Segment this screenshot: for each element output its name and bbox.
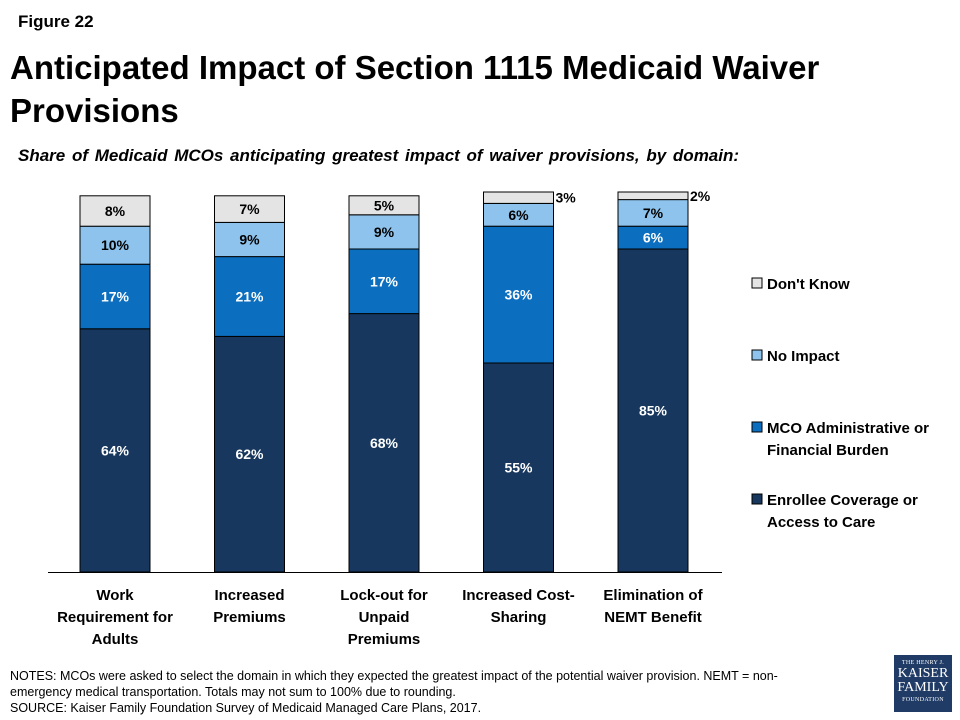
x-tick-label: Premiums [348, 631, 421, 648]
x-tick-label: Increased Cost- [462, 587, 575, 604]
data-label: 62% [235, 446, 264, 462]
bar-segment [617, 248, 689, 573]
bar-segment [214, 256, 285, 337]
data-label: 17% [101, 289, 130, 305]
data-label: 6% [643, 230, 664, 246]
logo-line: KAISER [897, 666, 949, 681]
chart-title: Anticipated Impact of Section 1115 Medic… [10, 49, 820, 129]
legend-label: Financial Burden [767, 442, 889, 459]
legend-swatch [751, 421, 763, 433]
figure-label: Figure 22 [18, 12, 94, 31]
x-tick-label: Requirement for [57, 609, 173, 626]
data-label: 2% [690, 188, 711, 204]
data-label: 6% [508, 207, 529, 223]
x-tick-label: Elimination of [603, 587, 703, 604]
x-tick-label: Sharing [491, 609, 547, 626]
legend-swatch [751, 349, 763, 361]
data-label: 3% [556, 190, 577, 206]
bar-segment [214, 221, 285, 258]
data-label: 55% [504, 460, 533, 476]
bar-segment [348, 214, 420, 250]
logo-line: FOUNDATION [902, 697, 944, 703]
source-line: SOURCE: Kaiser Family Foundation Survey … [10, 701, 482, 715]
data-label: 7% [239, 201, 260, 217]
x-tick-label: Adults [92, 631, 139, 648]
data-label: 10% [101, 237, 130, 253]
data-label: 68% [370, 435, 399, 451]
x-tick-label: NEMT Benefit [604, 609, 702, 626]
legend-label: No Impact [767, 348, 840, 365]
data-label: 36% [504, 287, 533, 303]
kff-logo: THE HENRY J. KAISER FAMILY FOUNDATION [894, 655, 952, 712]
notes-line: emergency medical transportation. Totals… [10, 685, 456, 699]
legend-swatch [751, 493, 763, 505]
bar-segment [617, 199, 689, 227]
bar-segment [79, 195, 151, 227]
bar-segment [214, 195, 285, 223]
legend-label: Access to Care [767, 514, 875, 531]
legend-label: Enrollee Coverage or [767, 492, 918, 509]
logo-line: FAMILY [897, 680, 949, 695]
data-label: 17% [370, 273, 399, 289]
data-label: 5% [374, 197, 395, 213]
x-tick-label: Unpaid [359, 609, 410, 626]
bar-segment [348, 313, 420, 573]
bar-segment [483, 362, 554, 573]
data-label: 9% [239, 232, 260, 248]
notes-source: NOTES: MCOs were asked to select the dom… [10, 668, 860, 716]
legend-label: MCO Administrative or [767, 420, 929, 437]
data-label: 9% [374, 224, 395, 240]
bar-segment [483, 191, 554, 204]
data-label: 7% [643, 205, 664, 221]
chart-subtitle: Share of Medicaid MCOs anticipating grea… [18, 146, 740, 165]
data-label: 21% [235, 289, 264, 305]
stacked-bar-chart: 64% 17% 10% 8% Work Requirement for Adults 62% 2… [48, 188, 929, 648]
data-label: 64% [101, 442, 130, 458]
x-tick-label: Premiums [213, 609, 286, 626]
legend-swatch [751, 277, 763, 289]
data-label: 8% [105, 203, 126, 219]
bar-segment [348, 248, 420, 315]
x-tick-label: Increased [214, 587, 284, 604]
data-label: 85% [639, 403, 668, 419]
x-tick-label: Work [96, 587, 134, 604]
bar-segment [348, 195, 420, 216]
notes-line: NOTES: MCOs were asked to select the dom… [10, 669, 778, 683]
logo-line: THE HENRY J. [901, 660, 945, 666]
legend-label: Don't Know [767, 276, 850, 293]
bar-segment [617, 191, 689, 201]
x-tick-label: Lock-out for [340, 587, 428, 604]
